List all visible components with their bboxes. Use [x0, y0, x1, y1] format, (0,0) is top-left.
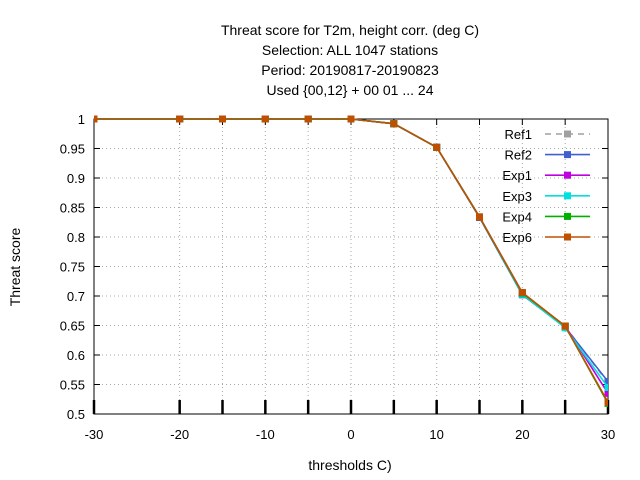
x-tick-label: 10: [429, 427, 443, 442]
legend-marker-exp3: [564, 192, 571, 200]
data-point-exp6: [304, 115, 312, 123]
data-point-exp6: [390, 120, 398, 128]
data-point-exp6: [518, 288, 526, 296]
legend-label-exp4: Exp4: [502, 209, 532, 224]
x-tick-label: 20: [515, 427, 529, 442]
x-axis-label: thresholds C): [308, 457, 391, 473]
legend-label-exp1: Exp1: [502, 168, 532, 183]
data-point-exp6: [347, 115, 355, 123]
data-point-exp6: [433, 143, 441, 151]
legend-marker-exp6: [564, 233, 571, 241]
y-tick-label: 0.95: [60, 142, 85, 157]
data-point-exp6: [261, 115, 269, 123]
y-tick-label: 0.55: [60, 378, 85, 393]
y-tick-label: 0.75: [60, 260, 85, 275]
x-tick-label: -10: [256, 427, 275, 442]
data-point-exp6: [176, 115, 184, 123]
data-point-exp6: [561, 322, 569, 330]
y-tick-label: 0.8: [67, 230, 85, 245]
legend-marker-ref2: [564, 151, 571, 159]
y-axis-label: Threat score: [7, 227, 23, 306]
y-tick-label: 0.6: [67, 348, 85, 363]
data-point-exp6: [219, 115, 226, 123]
x-tick-label: -30: [85, 427, 104, 442]
data-point-exp6: [476, 213, 483, 221]
series-group: [94, 115, 608, 407]
y-tick-label: 0.9: [67, 171, 85, 186]
axes: 0.5 0.55 0.6 0.65 0.7 0.75 0.8 0.85 0.9 0.95 1 -30 -…: [60, 112, 616, 442]
x-tick-label: 30: [601, 427, 615, 442]
legend-marker-ref1: [564, 130, 571, 138]
y-tick-label: 0.5: [67, 407, 85, 422]
data-point-ref2: [604, 378, 608, 386]
data-point-exp6: [604, 398, 608, 406]
x-tick-label: -20: [170, 427, 189, 442]
title-line-4: Used {00,12} + 00 01 ... 24: [267, 82, 434, 98]
y-tick-label: 1: [78, 112, 85, 127]
y-tick-label: 0.85: [60, 201, 85, 216]
x-tick-label: 0: [347, 427, 354, 442]
series-line-exp6: [94, 118, 608, 403]
y-tick-label: 0.65: [60, 319, 85, 334]
title-line-1: Threat score for T2m, height corr. (deg …: [221, 22, 479, 38]
title-line-3: Period: 20190817-20190823: [261, 62, 439, 78]
legend-label-ref2: Ref2: [505, 148, 532, 163]
chart-title: Threat score for T2m, height corr. (deg …: [221, 22, 479, 98]
title-line-2: Selection: ALL 1047 stations: [262, 42, 438, 58]
legend-label-ref1: Ref1: [505, 127, 532, 142]
legend-label-exp6: Exp6: [502, 230, 532, 245]
legend-label-exp3: Exp3: [502, 189, 532, 204]
data-point-exp6: [94, 115, 98, 123]
y-tick-label: 0.7: [67, 289, 85, 304]
data-point-exp1: [604, 389, 608, 397]
legend: Ref1 Ref2 Exp1 Exp3 Exp4 Exp6: [502, 127, 590, 245]
data-point-exp3: [604, 383, 608, 391]
legend-marker-exp1: [564, 171, 571, 179]
legend-marker-exp4: [564, 212, 571, 220]
series-exp6: [94, 115, 608, 406]
